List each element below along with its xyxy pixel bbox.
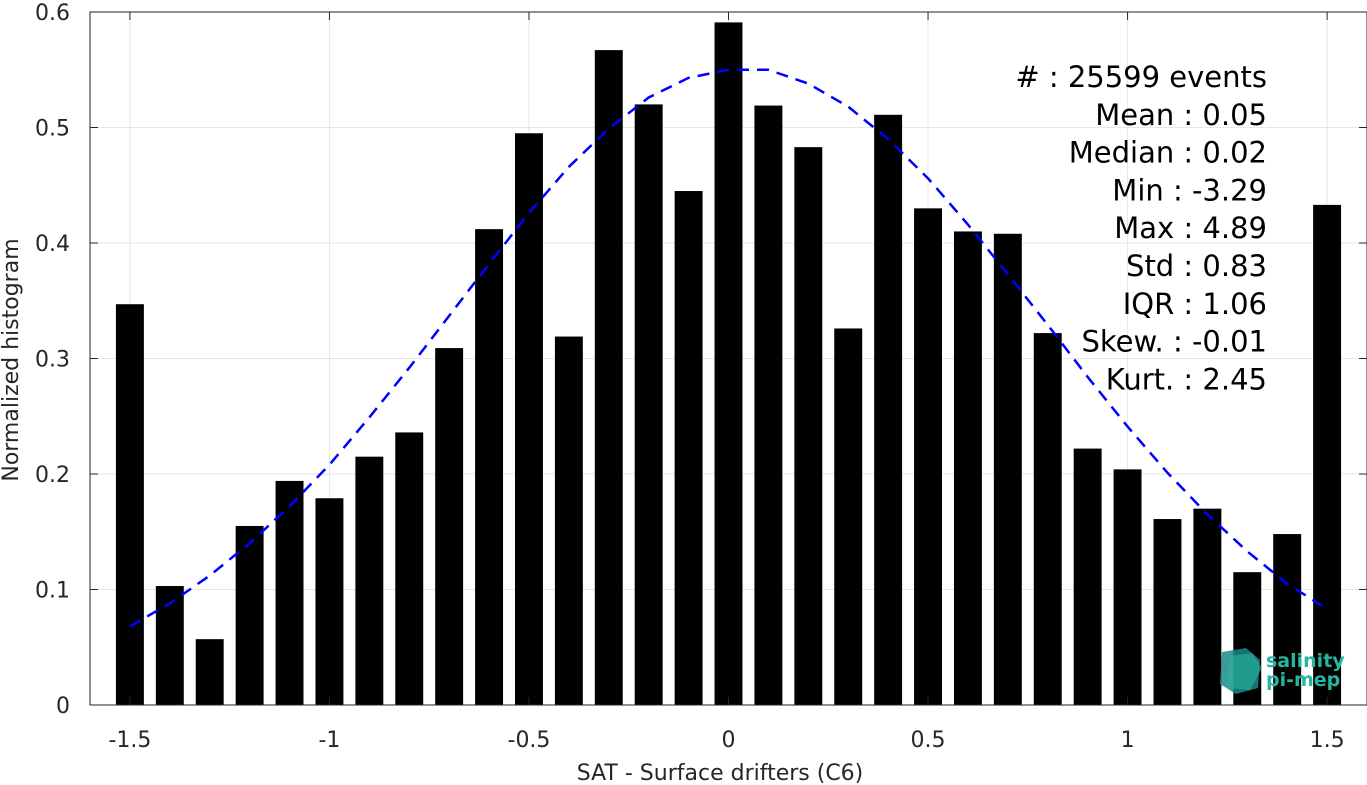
stat-line: Kurt. : 2.45 — [1106, 362, 1267, 396]
y-axis-ticks: 0 0.1 0.2 0.3 0.4 0.5 0.6 — [35, 1, 1367, 719]
histogram-bar — [1193, 508, 1222, 705]
histogram-bar — [1153, 519, 1182, 705]
histogram-bar — [554, 336, 583, 705]
histogram-bar — [355, 456, 384, 705]
histogram-bar — [115, 304, 144, 705]
bars — [115, 22, 1342, 706]
histogram-bar — [235, 525, 264, 705]
histogram-bar — [1073, 448, 1102, 705]
normal-fit-curve — [129, 68, 1328, 628]
logo-text-line2: pi-mep — [1266, 669, 1340, 691]
x-tick-label: 0.5 — [911, 728, 946, 753]
histogram-bar — [794, 147, 823, 705]
histogram-bar — [674, 191, 703, 705]
stat-line: Median : 0.02 — [1069, 136, 1267, 170]
stat-line: # : 25599 events — [1015, 60, 1267, 94]
stat-line: Std : 0.83 — [1126, 249, 1267, 283]
histogram-bar — [1273, 534, 1302, 705]
histogram-bar — [435, 348, 464, 705]
salinity-pi-mep-logo: salinity pi-mep — [1220, 648, 1345, 694]
histogram-bar — [1313, 204, 1342, 705]
histogram-bar — [914, 208, 942, 705]
y-tick-label: 0.1 — [35, 579, 70, 604]
x-tick-label: -0.5 — [508, 728, 551, 753]
y-tick-label: 0 — [56, 694, 70, 719]
x-tick-label: 1.5 — [1310, 728, 1345, 753]
histogram-bar — [594, 50, 623, 706]
histogram-bar — [993, 233, 1022, 705]
histogram-bar — [395, 432, 424, 705]
y-tick-label: 0.6 — [35, 1, 70, 26]
histogram-bar — [475, 229, 504, 705]
x-tick-label: -1.5 — [108, 728, 151, 753]
stat-line: Mean : 0.05 — [1095, 98, 1267, 132]
y-tick-label: 0.4 — [35, 232, 70, 257]
x-tick-label: 1 — [1121, 728, 1135, 753]
stat-line: Skew. : -0.01 — [1081, 325, 1267, 359]
y-tick-label: 0.5 — [35, 117, 70, 142]
histogram-bar — [953, 231, 982, 705]
stat-line: Max : 4.89 — [1114, 211, 1267, 245]
histogram-bar — [515, 133, 543, 705]
y-tick-label: 0.2 — [35, 463, 70, 488]
y-tick-label: 0.3 — [35, 348, 70, 373]
x-axis-ticks: -1.5 -1 -0.5 0 0.5 1 1.5 — [108, 12, 1345, 753]
histogram-bar — [195, 639, 224, 705]
histogram-bar — [754, 105, 783, 706]
histogram-bar — [634, 104, 663, 705]
histogram-bar — [1113, 469, 1142, 705]
x-tick-label: -1 — [318, 728, 340, 753]
logo-text-line1: salinity — [1266, 650, 1345, 672]
histogram-bar — [714, 22, 743, 705]
histogram-bar — [155, 586, 184, 705]
histogram-bar — [834, 328, 863, 705]
histogram-bar — [874, 114, 903, 706]
histogram-bar — [315, 498, 344, 705]
y-axis-label: Normalized histogram — [0, 238, 24, 481]
stat-line: IQR : 1.06 — [1123, 287, 1267, 321]
histogram-bar — [275, 480, 304, 705]
statistics-annotation: # : 25599 events Mean : 0.05 Median : 0.02… — [1015, 60, 1267, 396]
histogram-bar — [1033, 333, 1062, 705]
x-tick-label: 0 — [722, 728, 736, 753]
x-axis-label: SAT - Surface drifters (C6) — [577, 761, 864, 785]
stat-line: Min : -3.29 — [1112, 173, 1267, 207]
